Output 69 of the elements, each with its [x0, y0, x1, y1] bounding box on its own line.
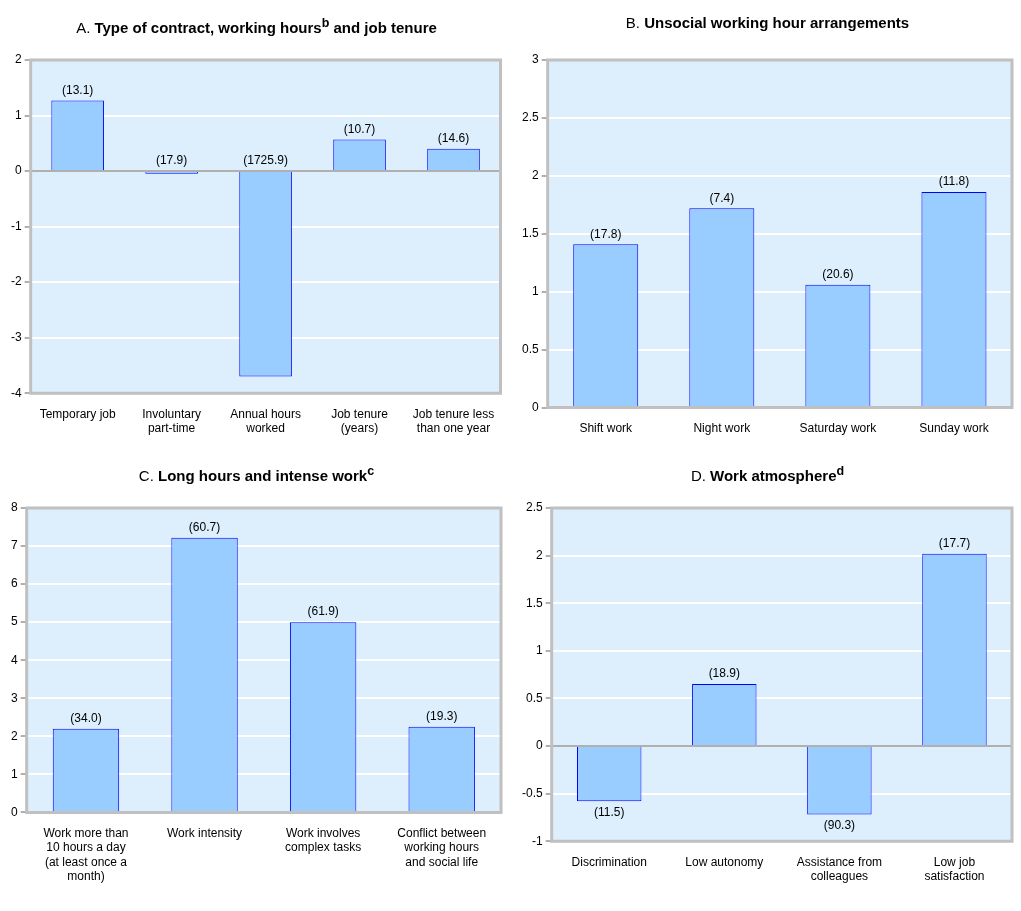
y-tick-label: 7: [10, 538, 18, 553]
chart-title: A. Type of contract, working hours$^{b}$ and job tenure: [75, 15, 438, 38]
y-tick-label: -2: [11, 274, 22, 289]
y-tick-label: 4: [10, 652, 18, 667]
annotation: (18.9): [708, 666, 740, 681]
y-tick-label: 2: [10, 728, 18, 743]
annotation: (20.6): [822, 267, 854, 282]
annotation: (7.4): [709, 190, 735, 205]
y-tick-label: -0.5: [521, 785, 543, 800]
y-tick-label: 0: [14, 163, 22, 178]
annotation: (61.9): [307, 604, 339, 619]
x-tick-label: Discrimination: [571, 854, 647, 869]
y-tick-label: 0: [531, 399, 539, 414]
y-tick-label: 2: [531, 168, 539, 183]
y-tick-label: 5: [10, 614, 18, 629]
x-tick-label: Work intensity: [166, 825, 243, 840]
y-tick-label: -1: [11, 218, 22, 233]
x-tick-label: Temporary job: [39, 406, 116, 421]
x-tick-label: Sunday work: [919, 421, 990, 436]
annotation: (19.3): [426, 709, 458, 724]
chart-title: D. Work atmosphere$^{d}$: [689, 463, 846, 486]
x-tick-label: Shift work: [579, 421, 634, 436]
y-tick-label: 1: [531, 284, 539, 299]
annotation: (10.7): [343, 121, 376, 136]
y-tick-label: 1: [10, 766, 18, 781]
x-tick-label: Job tenure less than one year: [412, 406, 495, 436]
annotation: (17.9): [155, 153, 188, 168]
annotation: (14.6): [437, 131, 470, 146]
chart-title: C. Long hours and intense work$^{c}$: [137, 463, 376, 486]
y-tick-label: 1: [535, 643, 543, 658]
annotation: (17.8): [590, 226, 622, 241]
y-tick-label: 8: [10, 500, 18, 515]
y-tick-label: 0.5: [521, 341, 539, 356]
x-tick-label: Low job satisfaction: [924, 854, 985, 884]
y-tick-label: 3: [531, 52, 539, 67]
annotation: (60.7): [188, 519, 221, 534]
annotation: (90.3): [823, 817, 856, 832]
annotation: (34.0): [70, 711, 102, 725]
y-tick-label: 1.5: [521, 226, 539, 241]
annotation: (17.7): [938, 536, 971, 551]
x-tick-label: Conflict between working hours and social life: [397, 825, 487, 869]
x-tick-label: Annual hours worked: [230, 406, 301, 436]
annotation: (11.8): [938, 174, 970, 189]
y-tick-label: -4: [11, 385, 22, 400]
y-tick-label: -3: [11, 329, 22, 344]
y-tick-label: -1: [532, 833, 543, 848]
y-tick-label: 0.5: [525, 690, 543, 705]
x-tick-label: Assistance from colleagues: [796, 854, 883, 884]
y-tick-label: 2.5: [521, 110, 539, 125]
annotation: (11.5): [593, 804, 625, 819]
x-tick-label: Involuntary part-time: [142, 406, 201, 436]
y-tick-label: 0: [535, 738, 543, 753]
annotation: (13.1): [61, 82, 94, 97]
y-tick-label: 2: [535, 547, 543, 562]
x-tick-label: Work involves complex tasks: [285, 825, 362, 855]
y-tick-label: 2: [14, 52, 22, 67]
x-tick-label: Work more than 10 hours a day (at least once a month): [43, 825, 129, 884]
x-tick-label: Low autonomy: [685, 854, 764, 869]
x-tick-label: Job tenure (years): [331, 406, 389, 436]
annotation: (1725.9): [243, 153, 288, 168]
y-tick-label: 1.5: [525, 595, 543, 610]
y-tick-label: 0: [10, 804, 18, 819]
y-tick-label: 2.5: [525, 500, 543, 515]
chart-title: B. Unsocial working hour arrangements: [624, 13, 911, 33]
y-tick-label: 3: [10, 690, 18, 705]
y-tick-label: 1: [14, 107, 22, 122]
x-tick-label: Night work: [693, 421, 752, 436]
y-tick-label: 6: [10, 576, 18, 591]
x-tick-label: Saturday work: [799, 421, 878, 436]
